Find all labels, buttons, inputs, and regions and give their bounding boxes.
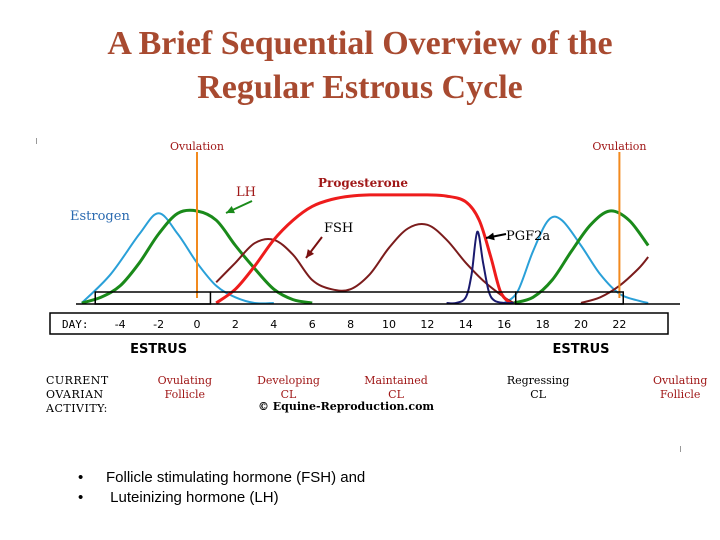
x-tick-label: 18: [536, 318, 550, 331]
ovarian-stage-label: Follicle: [660, 388, 700, 401]
x-tick-label: -4: [115, 318, 126, 331]
ovulation-label: Ovulation: [170, 140, 224, 153]
x-tick-label: 16: [497, 318, 511, 331]
bullet-item: • Follicle stimulating hormone (FSH) and: [78, 468, 365, 488]
progesterone-label: Progesterone: [318, 176, 408, 190]
ovarian-stage-label: Ovulating: [158, 374, 212, 387]
series-line-estrogen: [81, 212, 274, 305]
edge-mark: [680, 446, 681, 452]
x-tick-label: 4: [270, 318, 277, 331]
x-tick-label: 12: [420, 318, 434, 331]
x-tick-label: 2: [232, 318, 239, 331]
ovarian-stage-label: CL: [281, 388, 297, 401]
ovarian-stage-label: Developing: [257, 374, 320, 387]
x-tick-label: 6: [309, 318, 316, 331]
ovarian-activity-label: CURRENT: [46, 374, 109, 387]
ovarian-stage-label: Regressing: [507, 374, 570, 387]
ovarian-stage-label: CL: [530, 388, 546, 401]
bullet-text: Follicle stimulating hormone (FSH) and: [106, 469, 366, 486]
x-tick-label: -2: [153, 318, 164, 331]
estrus-label: ESTRUS: [130, 342, 187, 357]
ovarian-stage-label: Maintained: [364, 374, 428, 387]
copyright-text: © Equine-Reproduction.com: [258, 400, 434, 413]
estrus-period-box: [94, 291, 212, 305]
ovarian-stage-label: Ovulating: [653, 374, 707, 387]
series-line-fsh: [215, 222, 515, 304]
x-tick-label: 10: [382, 318, 396, 331]
estrogen-label: Estrogen: [70, 209, 130, 224]
day-axis-label: DAY:: [62, 318, 89, 331]
x-tick-label: 14: [459, 318, 473, 331]
x-tick-label: 22: [612, 318, 626, 331]
page-title-line-2: Regular Estrous Cycle: [197, 69, 523, 106]
ovarian-stage-label: Follicle: [165, 388, 205, 401]
day-axis-box: [49, 312, 669, 335]
ovulation-label: Ovulation: [592, 140, 646, 153]
estrus-label: ESTRUS: [552, 342, 609, 357]
ovarian-stage-label: CL: [388, 388, 404, 401]
x-tick-label: 8: [347, 318, 354, 331]
series-line-lh: [513, 209, 650, 305]
x-tick-label: 20: [574, 318, 588, 331]
bullet-item: • Luteinizing hormone (LH): [78, 488, 365, 508]
fsh-label: FSH: [324, 221, 353, 236]
series-line-estrogen: [503, 215, 649, 304]
fsh-arrow-head: [306, 249, 315, 258]
edge-mark: [36, 138, 37, 144]
series-line-progesterone: [215, 193, 512, 305]
series-line-pgf2a: [446, 230, 514, 305]
hormone-curves: [81, 193, 650, 305]
ovarian-activity-label: OVARIAN: [46, 388, 104, 401]
ovarian-activity-label: ACTIVITY:: [45, 402, 108, 415]
page-title-line-1: A Brief Sequential Overview of the: [107, 25, 613, 62]
bullet-icon: •: [78, 489, 84, 506]
series-line-fsh: [580, 256, 649, 304]
bullet-icon: •: [78, 469, 84, 486]
lh-label: LH: [236, 185, 256, 200]
chart-overlay: Ovulation Ovulation DAY: -4 -2 0 2 4 6 8 10 12 14 16 1…: [45, 140, 707, 415]
x-tick-label: 0: [194, 318, 201, 331]
pgf2a-arrow-head: [486, 232, 495, 241]
estrus-period-box: [514, 291, 624, 305]
lh-arrow-head: [226, 206, 235, 214]
bullet-list: • Follicle stimulating hormone (FSH) and …: [78, 468, 365, 508]
bullet-text: Luteinizing hormone (LH): [106, 489, 279, 506]
pgf2a-label: PGF2a: [506, 229, 550, 244]
